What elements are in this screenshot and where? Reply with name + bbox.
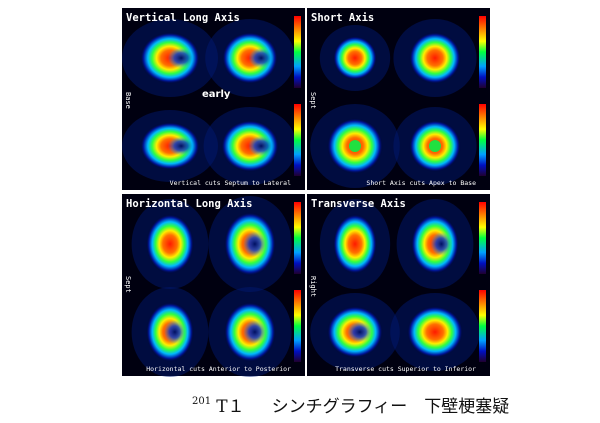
uptake (333, 214, 377, 274)
cavity (429, 140, 441, 152)
uptake (407, 306, 463, 358)
panel: Transverse Axis Right Transverse cuts Supe… (307, 194, 490, 376)
color-bar (294, 16, 301, 88)
caption-superscript: 201 (192, 396, 211, 407)
cavity (167, 136, 195, 156)
color-bar (294, 202, 301, 274)
cavity (243, 320, 267, 344)
cavity (347, 321, 373, 343)
panel-title: Short Axis (311, 12, 374, 24)
panel-footer: Transverse cuts Superior to Inferior (335, 365, 476, 373)
color-bar (479, 104, 486, 176)
panel-title: Vertical Long Axis (126, 12, 240, 24)
panel: Horizontal Long Axis Sept Horizontal cuts … (122, 194, 305, 377)
cavity (430, 232, 453, 256)
cavity (349, 140, 361, 152)
panel-footer: Vertical cuts Septum to Lateral (170, 179, 291, 187)
color-bar (294, 104, 301, 176)
uptake (333, 36, 377, 80)
panels: Vertical Long Axis Base Vertical cuts Sept… (122, 8, 490, 377)
panel-title: Horizontal Long Axis (126, 198, 252, 210)
cavity (164, 320, 186, 344)
annotation: early (202, 89, 231, 100)
cavity (248, 135, 275, 157)
panel-footer: Short Axis cuts Apex to Base (366, 179, 476, 187)
caption: 201 T１ シンチグラフィー 下壁梗塞疑 (192, 389, 509, 417)
side-label: Sept (309, 92, 317, 109)
panel-footer: Horizontal cuts Anterior to Posterior (146, 365, 291, 373)
color-bar (479, 16, 486, 88)
cavity (167, 47, 195, 69)
cavity (243, 231, 267, 257)
side-label: Sept (124, 276, 132, 293)
side-label: Right (309, 276, 317, 297)
panel: Short Axis Sept Short Axis cuts Apex to Ba… (307, 8, 490, 190)
uptake (146, 214, 194, 274)
caption-label: T１ (216, 397, 244, 417)
panel: Vertical Long Axis Base Vertical cuts Sept… (122, 8, 305, 190)
side-label: Base (124, 92, 132, 109)
color-bar (479, 202, 486, 274)
panel-title: Transverse Axis (311, 198, 406, 210)
caption-text: シンチグラフィー 下壁梗塞疑 (272, 397, 510, 417)
color-bar (294, 290, 301, 362)
color-bar (479, 290, 486, 362)
cavity (248, 47, 274, 69)
uptake (409, 32, 461, 84)
